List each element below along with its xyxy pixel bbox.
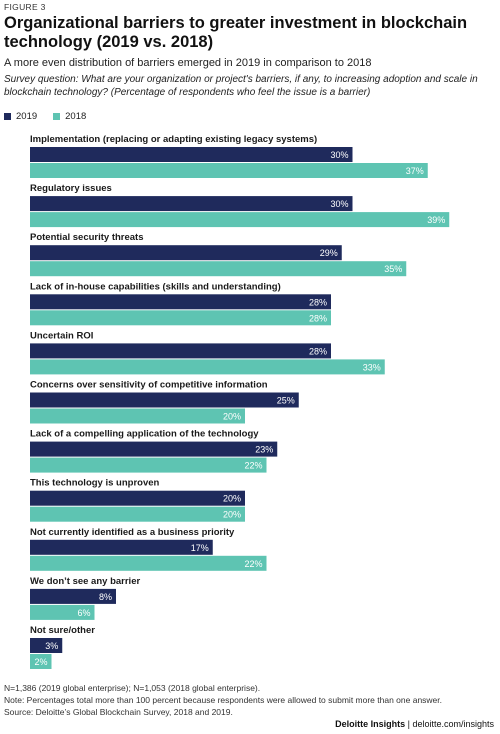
legend-item-2018: 2018 (53, 111, 86, 122)
bar-2019 (30, 490, 245, 506)
percentage-note: Note: Percentages total more than 100 pe… (4, 695, 443, 705)
figure-label: FIGURE 3 (4, 2, 46, 12)
category-label: This technology is unproven (30, 478, 160, 489)
bar-chart: Implementation (replacing or adapting ex… (30, 134, 450, 669)
bar-2019 (30, 196, 353, 212)
category-label: Not sure/other (30, 625, 95, 636)
bar-2019 (30, 343, 331, 359)
bar-2018 (30, 408, 245, 424)
data-label-2018: 6% (77, 608, 90, 618)
legend-swatch-2019 (4, 113, 11, 120)
legend-item-2019: 2019 (4, 111, 37, 122)
data-label-2019: 20% (223, 494, 241, 504)
data-label-2019: 30% (330, 150, 348, 160)
data-label-2018: 22% (244, 559, 262, 569)
bar-group-not-sure-other: Not sure/other 3% 2% (30, 625, 95, 669)
category-label: Lack of a compelling application of the … (30, 429, 259, 440)
data-label-2018: 20% (223, 412, 241, 422)
data-label-2018: 20% (223, 510, 241, 520)
data-label-2018: 37% (406, 166, 424, 176)
data-label-2019: 23% (255, 445, 273, 455)
brand-separator: | (405, 719, 413, 729)
bar-group-lack-of-a-compelling-application-of-the-technology: Lack of a compelling application of the … (30, 429, 278, 473)
data-label-2018: 39% (427, 215, 445, 225)
bar-2019 (30, 294, 331, 310)
data-label-2019: 17% (191, 543, 209, 553)
bar-2018 (30, 310, 331, 326)
bar-group-this-technology-is-unproven: This technology is unproven 20% 20% (30, 478, 245, 522)
bar-group-implementation-replacing-or-adapting-existing-legacy-systems: Implementation (replacing or adapting ex… (30, 134, 428, 178)
survey-question: Survey question: What are your organizat… (4, 74, 478, 98)
bar-2018 (30, 604, 95, 620)
data-label-2019: 28% (309, 297, 327, 307)
bar-2018 (30, 261, 407, 277)
category-label: Implementation (replacing or adapting ex… (30, 134, 317, 145)
data-label-2018: 28% (309, 313, 327, 323)
bar-2018 (30, 457, 267, 473)
bar-2018 (30, 506, 245, 522)
data-label-2019: 3% (45, 641, 58, 651)
bar-2018 (30, 359, 385, 375)
chart-legend: 2019 2018 (4, 111, 102, 122)
legend-label-2019: 2019 (16, 111, 38, 122)
bar-group-potential-security-threats: Potential security threats 29% 35% (30, 232, 407, 277)
chart-title: Organizational barriers to greater inves… (4, 14, 468, 51)
chart-footer: N=1,386 (2019 global enterprise); N=1,05… (4, 682, 498, 718)
category-label: Potential security threats (30, 232, 144, 243)
bar-2019 (30, 147, 353, 162)
bar-2018 (30, 212, 450, 228)
data-label-2018: 2% (34, 657, 47, 667)
brand-footer: Deloitte Insights | deloitte.com/insight… (335, 719, 494, 729)
data-label-2018: 22% (244, 461, 262, 471)
brand-name: Deloitte Insights (335, 719, 406, 729)
bar-2019 (30, 588, 116, 604)
bar-group-lack-of-in-house-capabilities-skills-and-understanding: Lack of in-house capabilities (skills an… (30, 281, 331, 326)
category-label: Concerns over sensitivity of competitive… (30, 380, 268, 391)
legend-swatch-2018 (53, 113, 61, 120)
category-label: We don’t see any barrier (30, 576, 140, 587)
bar-2018 (30, 654, 52, 669)
data-label-2019: 29% (320, 248, 338, 258)
data-label-2018: 35% (384, 264, 402, 274)
source-note: Source: Deloitte’s Global Blockchain Sur… (4, 707, 233, 717)
bar-2019 (30, 638, 63, 653)
data-label-2019: 30% (330, 199, 348, 209)
category-label: Uncertain ROI (30, 330, 93, 341)
legend-label-2018: 2018 (65, 111, 87, 122)
bar-2019 (30, 245, 342, 261)
category-label: Not currently identified as a business p… (30, 527, 235, 538)
bar-group-concerns-over-sensitivity-of-competitive-information: Concerns over sensitivity of competitive… (30, 380, 299, 424)
data-label-2019: 8% (99, 592, 112, 602)
data-label-2019: 28% (309, 346, 327, 356)
category-label: Lack of in-house capabilities (skills an… (30, 281, 281, 292)
chart-subtitle: A more even distribution of barriers eme… (4, 57, 372, 69)
bar-group-regulatory-issues: Regulatory issues 30% 39% (30, 183, 450, 228)
bar-group-we-don-t-see-any-barrier: We don’t see any barrier 8% 6% (30, 576, 140, 620)
bar-2018 (30, 555, 267, 571)
bar-2018 (30, 163, 428, 178)
category-label: Regulatory issues (30, 183, 112, 194)
data-label-2019: 25% (277, 396, 295, 406)
data-label-2018: 33% (363, 362, 381, 372)
brand-url[interactable]: deloitte.com/insights (412, 719, 494, 729)
bar-2019 (30, 539, 213, 555)
bar-2019 (30, 392, 299, 408)
bar-group-uncertain-roi: Uncertain ROI 28% 33% (30, 330, 385, 375)
bar-2019 (30, 441, 278, 457)
bar-group-not-currently-identified-as-a-business-priority: Not currently identified as a business p… (30, 527, 267, 571)
sample-size-note: N=1,386 (2019 global enterprise); N=1,05… (4, 683, 261, 693)
